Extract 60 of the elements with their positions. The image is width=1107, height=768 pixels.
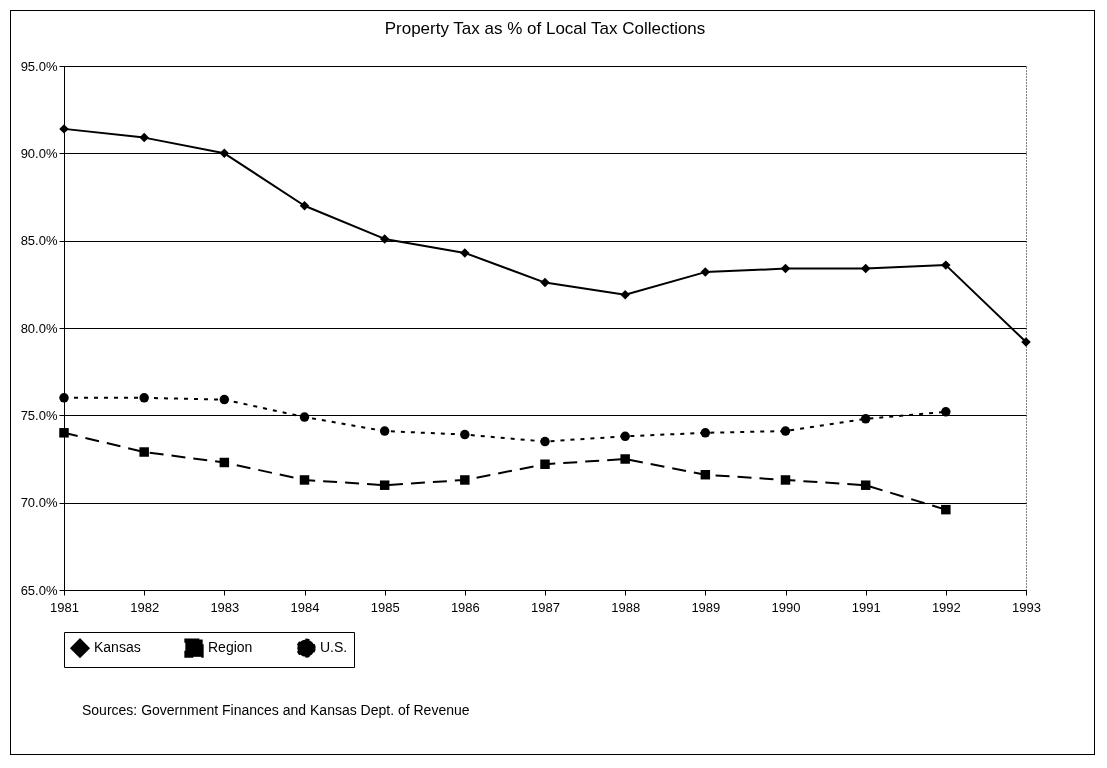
- y-tick-label: 75.0%: [20, 407, 58, 423]
- chart-title: Property Tax as % of Local Tax Collections: [384, 19, 706, 38]
- point: [540, 459, 550, 469]
- point: [620, 431, 630, 442]
- point: [59, 393, 69, 403]
- point: [59, 428, 69, 438]
- x-tick-label: 1992: [931, 599, 961, 615]
- point: [620, 454, 630, 464]
- point: [139, 132, 149, 143]
- legend-label: Region: [208, 639, 253, 656]
- point: [780, 475, 791, 485]
- point: [460, 475, 470, 485]
- x-tick-label: 1987: [531, 599, 560, 615]
- x-tick-label: 1989: [691, 599, 721, 615]
- x-tick-label: 1984: [290, 599, 320, 615]
- point: [700, 469, 711, 480]
- point: [379, 480, 390, 490]
- point: [941, 260, 951, 270]
- point: [139, 393, 149, 403]
- point: [860, 263, 871, 274]
- point: [379, 426, 390, 436]
- x-tick-label: 1993: [1012, 599, 1041, 615]
- point: [780, 426, 791, 436]
- point: [299, 200, 310, 211]
- point: [460, 248, 470, 258]
- source-note: Sources: Government Finances and Kansas Dept. of Revenue: [82, 702, 470, 718]
- point: [299, 475, 310, 485]
- point: [540, 277, 550, 288]
- point: [219, 457, 230, 468]
- point: [219, 394, 230, 405]
- point: [139, 447, 149, 457]
- point: [379, 234, 390, 244]
- y-tick-label: 85.0%: [20, 233, 58, 249]
- y-tick-label: 70.0%: [20, 495, 58, 511]
- legend-label: U.S.: [320, 639, 348, 656]
- point: [299, 412, 310, 422]
- point: [860, 480, 871, 490]
- x-tick-label: 1981: [50, 599, 79, 615]
- y-tick-label: 65.0%: [20, 582, 58, 598]
- x-tick-label: 1988: [611, 599, 641, 615]
- point: [700, 267, 711, 277]
- x-tick-label: 1982: [130, 599, 160, 615]
- legend-label: Kansas: [94, 639, 141, 656]
- point: [860, 414, 871, 424]
- point: [460, 429, 470, 440]
- x-tick-label: 1983: [210, 599, 240, 615]
- x-tick-label: 1990: [771, 599, 801, 615]
- x-tick-label: 1985: [370, 599, 400, 615]
- point: [219, 148, 230, 159]
- y-tick-label: 90.0%: [20, 145, 58, 161]
- point: [700, 428, 711, 438]
- point: [780, 263, 791, 274]
- point: [941, 504, 951, 515]
- y-tick-label: 95.0%: [20, 58, 58, 74]
- y-tick-label: 80.0%: [20, 320, 58, 336]
- point: [540, 436, 550, 447]
- x-tick-label: 1986: [450, 599, 480, 615]
- point: [941, 407, 951, 417]
- point: [620, 290, 630, 300]
- x-tick-label: 1991: [851, 599, 881, 615]
